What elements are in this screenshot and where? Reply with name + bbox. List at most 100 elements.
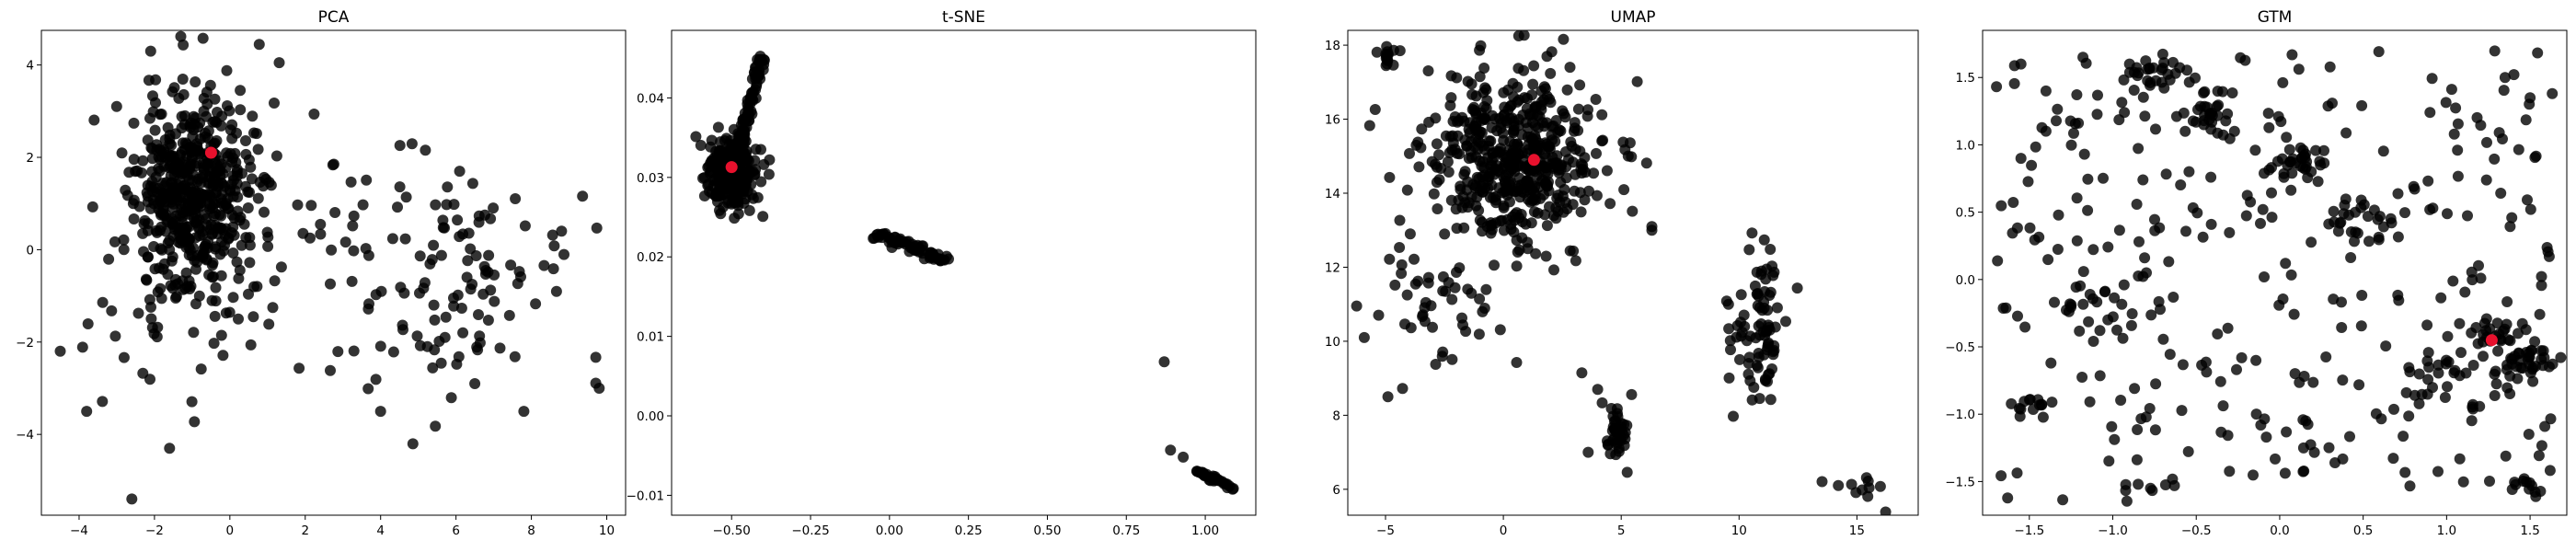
scatter-point — [2475, 120, 2487, 132]
scatter-point — [452, 214, 464, 226]
scatter-point — [2077, 298, 2089, 310]
scatter-point — [2529, 336, 2541, 348]
scatter-point — [1443, 277, 1455, 289]
scatter-point — [2422, 175, 2434, 187]
scatter-point — [2353, 379, 2365, 391]
scatter-point — [729, 213, 741, 224]
scatter-point — [739, 172, 751, 184]
scatter-point — [2491, 317, 2503, 329]
scatter-point — [2205, 171, 2217, 183]
scatter-point — [2392, 231, 2404, 243]
scatter-point — [1545, 67, 1557, 79]
scatter-point — [97, 296, 109, 308]
scatter-point — [2024, 394, 2035, 406]
y-tick-label: −4 — [16, 428, 34, 443]
scatter-point — [164, 149, 176, 161]
x-tick-label: −5 — [1376, 523, 1395, 538]
scatter-point — [888, 236, 900, 247]
scatter-point — [195, 192, 207, 204]
y-tick-label: 8 — [1332, 408, 1340, 423]
scatter-point — [2344, 431, 2355, 443]
scatter-point — [2250, 408, 2262, 420]
scatter-point — [1816, 476, 1828, 488]
scatter-point — [1749, 280, 1761, 292]
scatter-point — [512, 278, 523, 290]
scatter-point — [1473, 204, 1485, 216]
scatter-point — [2245, 196, 2257, 208]
scatter-point — [227, 247, 239, 259]
scatter-point — [171, 157, 183, 169]
scatter-point — [1501, 181, 1512, 193]
scatter-point — [1498, 224, 1510, 236]
scatter-point — [308, 109, 320, 120]
scatter-point — [1574, 79, 1586, 91]
y-tick-label: 0.5 — [1956, 206, 1975, 221]
scatter-point — [1380, 60, 1392, 72]
scatter-point — [546, 229, 558, 241]
scatter-point — [1576, 367, 1588, 379]
scatter-point — [2183, 166, 2195, 178]
scatter-point — [147, 194, 159, 206]
scatter-point — [1471, 191, 1483, 203]
scatter-point — [1995, 200, 2007, 212]
scatter-point — [2120, 485, 2132, 497]
scatter-point — [1768, 339, 1780, 351]
scatter-point — [247, 311, 259, 323]
scatter-point — [424, 258, 436, 270]
scatter-point — [1541, 117, 1553, 129]
scatter-point — [1446, 353, 1458, 365]
scatter-point — [2228, 125, 2240, 137]
scatter-point — [224, 306, 236, 318]
scatter-point — [1498, 134, 1510, 146]
scatter-point — [730, 194, 742, 206]
scatter-point — [166, 255, 178, 267]
scatter-point — [488, 202, 500, 214]
scatter-point — [1450, 203, 1462, 215]
x-tick-label: 0.0 — [2270, 523, 2289, 538]
scatter-point — [325, 364, 336, 376]
scatter-point — [326, 244, 338, 256]
scatter-point — [2156, 48, 2168, 60]
scatter-point — [234, 264, 246, 276]
scatter-point — [228, 213, 240, 224]
scatter-point — [1534, 164, 1546, 176]
scatter-point — [2388, 403, 2399, 415]
scatter-point — [2529, 152, 2541, 164]
scatter-point — [2137, 91, 2149, 103]
y-tick-label: −2 — [16, 336, 34, 351]
scatter-point — [1754, 393, 1765, 405]
scatter-point — [1734, 353, 1745, 365]
scatter-point — [245, 161, 257, 173]
scatter-point — [2177, 359, 2189, 371]
scatter-point — [2168, 56, 2179, 68]
scatter-point — [2008, 77, 2020, 89]
scatter-point — [2517, 476, 2529, 487]
scatter-point — [2224, 226, 2236, 238]
scatter-point — [1426, 155, 1438, 167]
scatter-point — [128, 154, 140, 166]
scatter-point — [1528, 206, 1540, 218]
scatter-point — [2099, 285, 2111, 297]
scatter-point — [428, 239, 440, 251]
scatter-point — [1874, 480, 1886, 492]
scatter-point — [164, 138, 176, 150]
scatter-point — [1611, 439, 1623, 451]
scatter-point — [1529, 189, 1541, 201]
scatter-point — [128, 117, 140, 129]
scatter-point — [2424, 107, 2436, 119]
scatter-point — [709, 173, 721, 185]
scatter-point — [362, 383, 374, 395]
scatter-point — [2302, 419, 2314, 431]
scatter-point — [2520, 114, 2532, 126]
scatter-point — [1860, 472, 1872, 484]
scatter-point — [2145, 309, 2157, 321]
scatter-point — [165, 280, 177, 292]
scatter-point — [2002, 492, 2014, 504]
x-tick-label: 5 — [1617, 523, 1626, 538]
scatter-point — [238, 218, 250, 230]
scatter-point — [1470, 90, 1482, 102]
scatter-point — [2337, 374, 2349, 386]
scatter-point — [1592, 384, 1604, 396]
scatter-point — [2281, 426, 2293, 438]
